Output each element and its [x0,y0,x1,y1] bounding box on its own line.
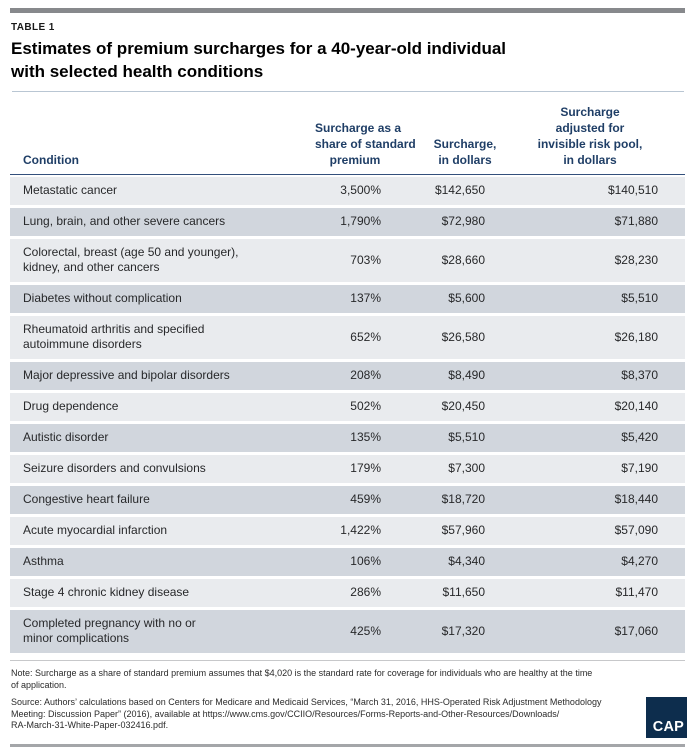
share-cell: 1,790% [275,208,395,239]
top-accent-bar [10,8,685,13]
adjusted-cell: $20,140 [505,393,685,424]
footer: Note: Surcharge as a share of standard p… [11,668,687,738]
share-cell: 179% [275,455,395,486]
share-cell: 1,422% [275,517,395,548]
condition-cell: Stage 4 chronic kidney disease [10,579,275,610]
dollars-cell: $7,300 [395,455,505,486]
condition-cell: Drug dependence [10,393,275,424]
condition-cell: Colorectal, breast (age 50 and younger),… [10,239,275,285]
table-row: Metastatic cancer 3,500% $142,650 $140,5… [10,175,685,208]
adjusted-cell: $7,190 [505,455,685,486]
adjusted-cell: $28,230 [505,239,685,285]
adjusted-cell: $57,090 [505,517,685,548]
table-row: Seizure disorders and convulsions 179% $… [10,455,685,486]
table-row: Acute myocardial infarction 1,422% $57,9… [10,517,685,548]
share-cell: 459% [275,486,395,517]
adjusted-cell: $11,470 [505,579,685,610]
share-cell: 286% [275,579,395,610]
header-divider-line [12,91,684,92]
dollars-cell: $72,980 [395,208,505,239]
column-header-dollars: Surcharge, in dollars [395,92,505,175]
table-source: Source: Authors’ calculations based on C… [11,697,602,730]
share-cell: 3,500% [275,175,395,208]
condition-cell: Diabetes without complication [10,285,275,316]
dollars-cell: $26,580 [395,316,505,362]
condition-cell: Completed pregnancy with no or minor com… [10,610,275,656]
table-row: Drug dependence 502% $20,450 $20,140 [10,393,685,424]
column-header-condition: Condition [10,92,275,175]
condition-cell: Rheumatoid arthritis and specified autoi… [10,316,275,362]
table-header-row: Condition Surcharge as a share of standa… [10,92,685,175]
share-cell: 137% [275,285,395,316]
adjusted-cell: $8,370 [505,362,685,393]
share-cell: 502% [275,393,395,424]
dollars-cell: $20,450 [395,393,505,424]
condition-cell: Congestive heart failure [10,486,275,517]
bottom-accent-bar [10,744,685,747]
adjusted-cell: $26,180 [505,316,685,362]
dollars-cell: $17,320 [395,610,505,656]
adjusted-cell: $5,510 [505,285,685,316]
table-row: Rheumatoid arthritis and specified autoi… [10,316,685,362]
adjusted-cell: $17,060 [505,610,685,656]
dollars-cell: $18,720 [395,486,505,517]
share-cell: 208% [275,362,395,393]
surcharge-table: Condition Surcharge as a share of standa… [10,92,685,656]
condition-cell: Metastatic cancer [10,175,275,208]
dollars-cell: $11,650 [395,579,505,610]
condition-cell: Major depressive and bipolar disorders [10,362,275,393]
table-row: Colorectal, breast (age 50 and younger),… [10,239,685,285]
condition-cell: Lung, brain, and other severe cancers [10,208,275,239]
adjusted-cell: $140,510 [505,175,685,208]
condition-cell: Seizure disorders and convulsions [10,455,275,486]
table-row: Diabetes without complication 137% $5,60… [10,285,685,316]
table-row: Asthma 106% $4,340 $4,270 [10,548,685,579]
table-row: Completed pregnancy with no or minor com… [10,610,685,656]
table-number-label: TABLE 1 [11,22,55,33]
adjusted-cell: $4,270 [505,548,685,579]
dollars-cell: $5,600 [395,285,505,316]
table-row: Lung, brain, and other severe cancers 1,… [10,208,685,239]
table-row: Congestive heart failure 459% $18,720 $1… [10,486,685,517]
dollars-cell: $5,510 [395,424,505,455]
column-header-adjusted: Surcharge adjusted for invisible risk po… [505,92,685,175]
table-body: Metastatic cancer 3,500% $142,650 $140,5… [10,175,685,656]
dollars-cell: $142,650 [395,175,505,208]
dollars-cell: $4,340 [395,548,505,579]
share-cell: 106% [275,548,395,579]
footer-divider-line [10,660,685,661]
share-cell: 652% [275,316,395,362]
adjusted-cell: $71,880 [505,208,685,239]
dollars-cell: $28,660 [395,239,505,285]
table-note: Note: Surcharge as a share of standard p… [11,668,593,690]
table-row: Autistic disorder 135% $5,510 $5,420 [10,424,685,455]
dollars-cell: $57,960 [395,517,505,548]
adjusted-cell: $5,420 [505,424,685,455]
condition-cell: Autistic disorder [10,424,275,455]
share-cell: 703% [275,239,395,285]
condition-cell: Asthma [10,548,275,579]
table-row: Major depressive and bipolar disorders 2… [10,362,685,393]
adjusted-cell: $18,440 [505,486,685,517]
column-header-share: Surcharge as a share of standard premium [275,92,416,175]
cap-logo: CAP [646,697,687,738]
condition-cell: Acute myocardial infarction [10,517,275,548]
share-cell: 425% [275,610,395,656]
table-title: Estimates of premium surcharges for a 40… [11,39,507,81]
table-row: Stage 4 chronic kidney disease 286% $11,… [10,579,685,610]
share-cell: 135% [275,424,395,455]
dollars-cell: $8,490 [395,362,505,393]
